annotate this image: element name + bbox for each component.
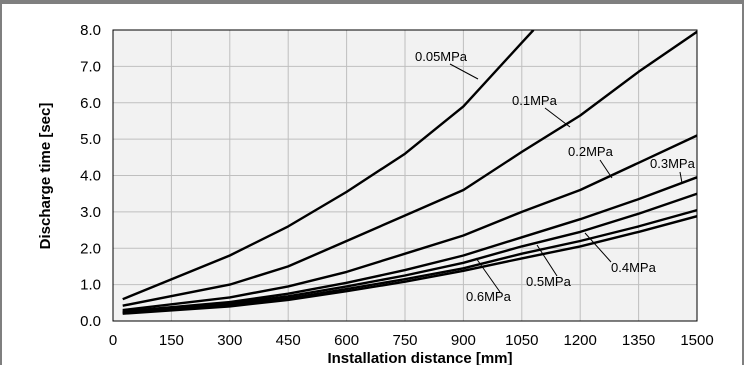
series-labels: 0.05MPa 0.1MPa 0.2MPa 0.3MPa 0.4MPa 0.5MPa 0.6… (415, 49, 696, 304)
series-line-0-1mpa (122, 30, 697, 307)
x-tick-label: 750 (392, 332, 417, 349)
x-tick-label: 600 (334, 332, 359, 349)
series-label: 0.5MPa (526, 274, 572, 289)
x-axis-title: Installation distance [mm] (327, 350, 512, 365)
x-tick-label: 1200 (564, 332, 597, 349)
series-label-leader (475, 257, 501, 293)
plot-border (112, 29, 698, 322)
x-tick-label: 1500 (680, 332, 713, 349)
y-tick-label: 5.0 (80, 131, 101, 148)
y-tick-label: 3.0 (80, 204, 101, 221)
y-axis-title: Discharge time [sec] (37, 103, 54, 250)
x-tick-label: 150 (159, 332, 184, 349)
x-tick-label: 0 (109, 332, 117, 349)
series-line-0-3mpa (122, 176, 697, 313)
top-frame-band (0, 0, 744, 4)
series-line-0-5mpa (122, 208, 697, 315)
x-tick-label: 900 (451, 332, 476, 349)
x-tick-label: 1050 (505, 332, 538, 349)
series-label-leader (536, 244, 558, 277)
series-line-0-6mpa (122, 215, 697, 315)
y-tick-label: 4.0 (80, 168, 101, 185)
right-frame-edge (742, 0, 744, 365)
x-tick-label: 1350 (622, 332, 655, 349)
y-tick-label: 7.0 (80, 58, 101, 75)
grid-lines (113, 30, 697, 321)
y-tick-label: 6.0 (80, 95, 101, 112)
series-label: 0.3MPa (650, 156, 696, 171)
x-tick-label: 450 (276, 332, 301, 349)
y-tick-label: 8.0 (80, 22, 101, 39)
series-label: 0.05MPa (415, 49, 468, 64)
series-line-0-2mpa (122, 134, 697, 312)
y-tick-label: 2.0 (80, 240, 101, 257)
y-tick-label: 1.0 (80, 277, 101, 294)
series-label: 0.4MPa (611, 260, 657, 275)
left-frame-edge (0, 0, 2, 365)
series-label: 0.1MPa (512, 93, 558, 108)
series-label-leader (584, 232, 612, 263)
y-axis-ticks: 0.0 1.0 2.0 3.0 4.0 5.0 6.0 7.0 8.0 (80, 22, 101, 330)
x-tick-label: 300 (217, 332, 242, 349)
x-axis-ticks: 0 150 300 450 600 750 900 1050 1200 1350 1500 (109, 332, 714, 349)
series-label-leader (679, 171, 683, 184)
series-line-0-4mpa (122, 192, 697, 314)
series-label-leader (599, 159, 613, 179)
series-label: 0.2MPa (568, 144, 614, 159)
series-line-0-05mpa (122, 30, 535, 301)
series-label-leader (544, 107, 571, 128)
series-lines (122, 30, 697, 315)
series-label: 0.6MPa (466, 289, 512, 304)
y-tick-label: 0.0 (80, 313, 101, 330)
series-label-leader (449, 63, 479, 80)
